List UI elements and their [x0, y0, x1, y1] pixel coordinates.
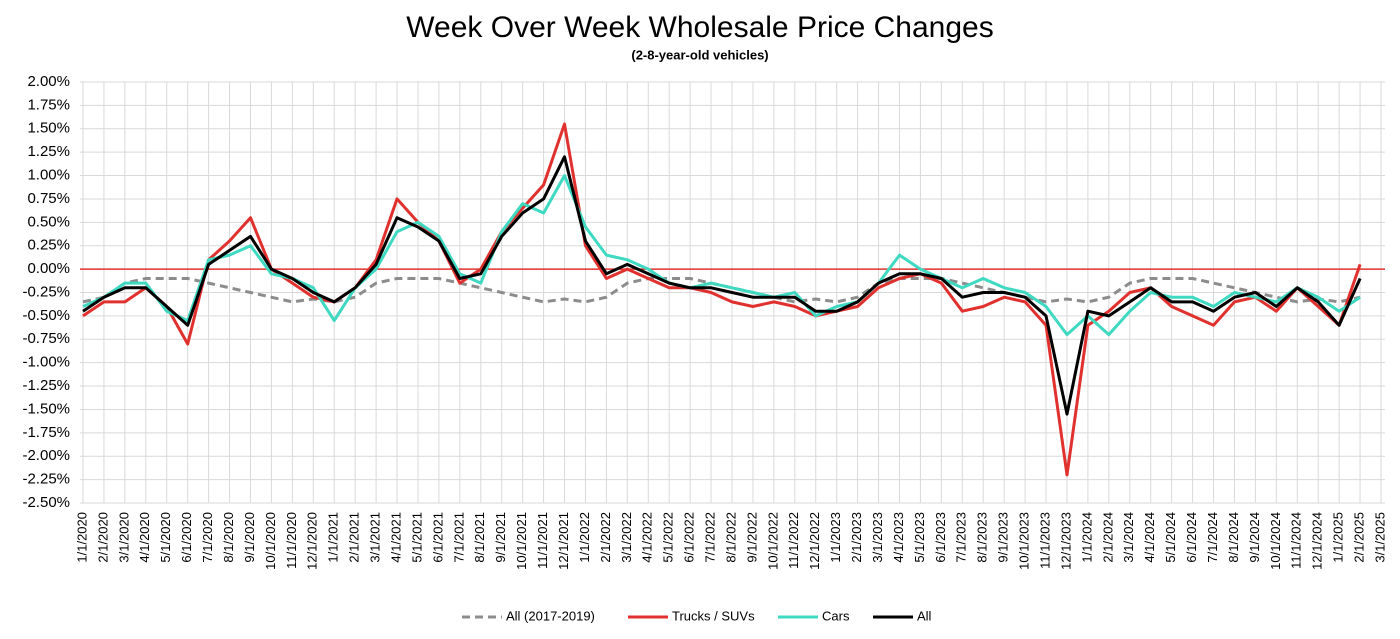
y-tick-label: 2.00%	[27, 73, 70, 90]
x-tick-label: 12/1/2021	[556, 512, 571, 570]
y-tick-label: 0.25%	[27, 237, 70, 254]
x-tick-label: 2/1/2025	[1352, 512, 1367, 563]
x-tick-label: 4/1/2023	[891, 512, 906, 563]
x-tick-label: 6/1/2022	[682, 512, 697, 563]
x-tick-label: 5/1/2022	[661, 512, 676, 563]
x-tick-label: 7/1/2023	[954, 512, 969, 563]
x-tick-label: 1/1/2022	[577, 512, 592, 563]
x-tick-label: 2/1/2021	[347, 512, 362, 563]
x-tick-label: 7/1/2021	[451, 512, 466, 563]
y-tick-label: -2.00%	[22, 447, 70, 464]
x-tick-label: 12/1/2022	[807, 512, 822, 570]
x-tick-label: 1/1/2024	[1079, 512, 1094, 563]
x-tick-label: 8/1/2023	[975, 512, 990, 563]
y-tick-label: -1.00%	[22, 354, 70, 371]
x-tick-label: 11/1/2023	[1037, 512, 1052, 569]
x-tick-label: 8/1/2021	[472, 512, 487, 563]
y-tick-label: 0.00%	[27, 260, 70, 277]
x-tick-label: 10/1/2022	[765, 512, 780, 570]
x-tick-label: 6/1/2021	[430, 512, 445, 563]
x-tick-label: 3/1/2024	[1121, 512, 1136, 563]
x-tick-label: 10/1/2023	[1017, 512, 1032, 570]
x-tick-label: 3/1/2023	[870, 512, 885, 563]
x-tick-label: 3/1/2021	[368, 512, 383, 563]
x-tick-label: 4/1/2022	[640, 512, 655, 563]
y-tick-label: -0.75%	[22, 330, 70, 347]
y-tick-label: 1.50%	[27, 120, 70, 137]
x-tick-label: 9/1/2020	[242, 512, 257, 563]
x-tick-label: 9/1/2021	[493, 512, 508, 563]
x-tick-label: 1/1/2025	[1331, 512, 1346, 563]
y-tick-label: -1.25%	[22, 377, 70, 394]
x-tick-label: 5/1/2021	[409, 512, 424, 563]
y-tick-label: 0.50%	[27, 213, 70, 230]
x-tick-label: 2/1/2022	[598, 512, 613, 563]
x-tick-label: 3/1/2025	[1372, 512, 1387, 563]
x-tick-label: 11/1/2020	[284, 512, 299, 569]
y-tick-label: -0.25%	[22, 283, 70, 300]
x-tick-label: 12/1/2020	[305, 512, 320, 570]
x-tick-label: 4/1/2021	[388, 512, 403, 563]
x-tick-label: 1/1/2023	[828, 512, 843, 563]
legend-label: Trucks / SUVs	[672, 608, 755, 623]
legend-label: All (2017-2019)	[506, 608, 595, 623]
y-tick-label: 0.75%	[27, 190, 70, 207]
x-tick-label: 5/1/2023	[912, 512, 927, 563]
x-tick-label: 12/1/2024	[1310, 512, 1325, 570]
y-tick-label: -0.50%	[22, 307, 70, 324]
x-tick-label: 4/1/2024	[1142, 512, 1157, 563]
chart-subtitle: (2-8-year-old vehicles)	[631, 47, 768, 62]
x-tick-label: 1/1/2021	[326, 512, 341, 563]
x-tick-label: 6/1/2024	[1184, 512, 1199, 563]
x-tick-label: 12/1/2023	[1058, 512, 1073, 570]
x-tick-label: 11/1/2024	[1289, 512, 1304, 569]
y-tick-label: -2.50%	[22, 494, 70, 511]
legend-label: Cars	[822, 608, 850, 623]
x-tick-label: 8/1/2024	[1226, 512, 1241, 563]
x-tick-label: 11/1/2022	[786, 512, 801, 569]
x-tick-label: 7/1/2024	[1205, 512, 1220, 563]
x-tick-label: 1/1/2020	[74, 512, 89, 563]
x-tick-label: 5/1/2020	[158, 512, 173, 563]
x-tick-label: 9/1/2022	[744, 512, 759, 563]
x-tick-label: 10/1/2020	[263, 512, 278, 570]
x-tick-label: 7/1/2022	[703, 512, 718, 563]
x-tick-label: 2/1/2020	[95, 512, 110, 563]
series-line	[82, 155, 1362, 416]
x-tick-label: 5/1/2024	[1163, 512, 1178, 563]
x-tick-label: 3/1/2022	[619, 512, 634, 563]
x-tick-label: 4/1/2020	[137, 512, 152, 563]
series-line	[82, 174, 1361, 337]
x-tick-label: 9/1/2023	[996, 512, 1011, 563]
x-tick-label: 2/1/2023	[849, 512, 864, 563]
x-tick-label: 6/1/2020	[179, 512, 194, 563]
chart-title: Week Over Week Wholesale Price Changes	[406, 11, 993, 44]
x-tick-label: 6/1/2023	[933, 512, 948, 563]
x-tick-label: 9/1/2024	[1247, 512, 1262, 563]
x-tick-label: 3/1/2020	[116, 512, 131, 563]
y-tick-label: -1.75%	[22, 424, 70, 441]
x-tick-label: 8/1/2020	[221, 512, 236, 563]
legend-label: All	[917, 608, 932, 623]
y-tick-label: -2.25%	[22, 471, 70, 488]
y-tick-label: -1.50%	[22, 400, 70, 417]
x-tick-label: 2/1/2024	[1100, 512, 1115, 563]
x-tick-label: 10/1/2024	[1268, 512, 1283, 570]
y-tick-label: 1.25%	[27, 143, 70, 160]
x-tick-label: 11/1/2021	[535, 512, 550, 569]
y-tick-label: 1.75%	[27, 96, 70, 113]
x-tick-label: 8/1/2022	[723, 512, 738, 563]
y-tick-label: 1.00%	[27, 167, 70, 184]
x-tick-label: 7/1/2020	[200, 512, 215, 563]
x-tick-label: 10/1/2021	[514, 512, 529, 570]
